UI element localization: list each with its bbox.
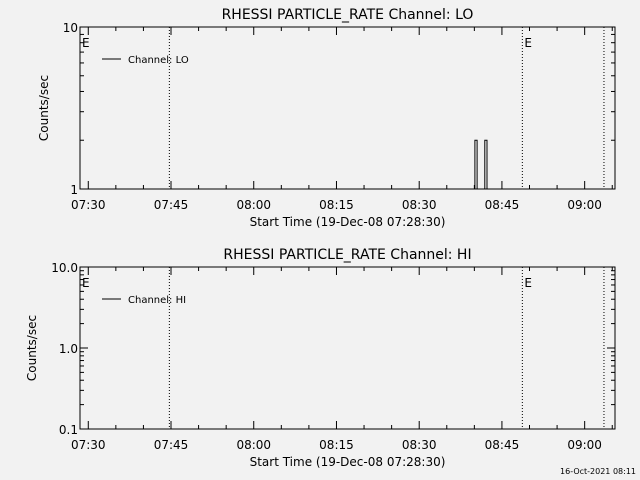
chart-panel-1: RHESSI PARTICLE_RATE Channel: LO 07:30 07:… xyxy=(37,7,616,229)
x-tick-label: 08:15 xyxy=(319,438,354,452)
chart-panel-2: RHESSI PARTICLE_RATE Channel: HI 07:30 07:… xyxy=(25,247,616,469)
x-tick-label: 08:45 xyxy=(485,438,520,452)
event-marker-label: E xyxy=(82,276,90,290)
plot-frame xyxy=(79,26,616,190)
chart-title: RHESSI PARTICLE_RATE Channel: LO xyxy=(222,7,474,23)
event-marker-label: E xyxy=(524,276,532,290)
y-tick-label: 10 xyxy=(63,21,78,35)
series-line xyxy=(474,139,488,190)
x-axis-label: Start Time (19-Dec-08 07:28:30) xyxy=(250,455,446,469)
y-axis-label: Counts/sec xyxy=(37,75,51,141)
x-tick-label: 08:45 xyxy=(485,198,520,212)
legend-label: Channel: LO xyxy=(128,55,189,66)
chart-title: RHESSI PARTICLE_RATE Channel: HI xyxy=(223,247,471,263)
x-tick-label: 09:00 xyxy=(567,198,602,212)
y-tick-label: 10.0 xyxy=(51,261,78,275)
event-marker-label: E xyxy=(82,36,90,50)
y-tick-label: 1 xyxy=(70,183,78,197)
legend-label: Channel: HI xyxy=(128,295,186,306)
y-tick-label: 1.0 xyxy=(59,342,78,356)
x-tick-label: 08:00 xyxy=(236,438,271,452)
footer-timestamp: 16-Oct-2021 08:11 xyxy=(560,467,636,476)
x-tick-label: 07:30 xyxy=(71,438,106,452)
x-tick-label: 08:00 xyxy=(236,198,271,212)
x-tick-label: 08:30 xyxy=(402,198,437,212)
x-tick-label: 08:30 xyxy=(402,438,437,452)
x-tick-label: 09:00 xyxy=(567,438,602,452)
plot-frame xyxy=(79,266,616,430)
x-tick-label: 07:45 xyxy=(154,438,189,452)
x-axis-label: Start Time (19-Dec-08 07:28:30) xyxy=(250,215,446,229)
x-tick-label: 07:45 xyxy=(154,198,189,212)
event-marker-label: E xyxy=(524,36,532,50)
x-tick-label: 08:15 xyxy=(319,198,354,212)
y-axis-label: Counts/sec xyxy=(25,315,39,381)
x-tick-label: 07:30 xyxy=(71,198,106,212)
y-tick-label: 0.1 xyxy=(59,423,78,437)
